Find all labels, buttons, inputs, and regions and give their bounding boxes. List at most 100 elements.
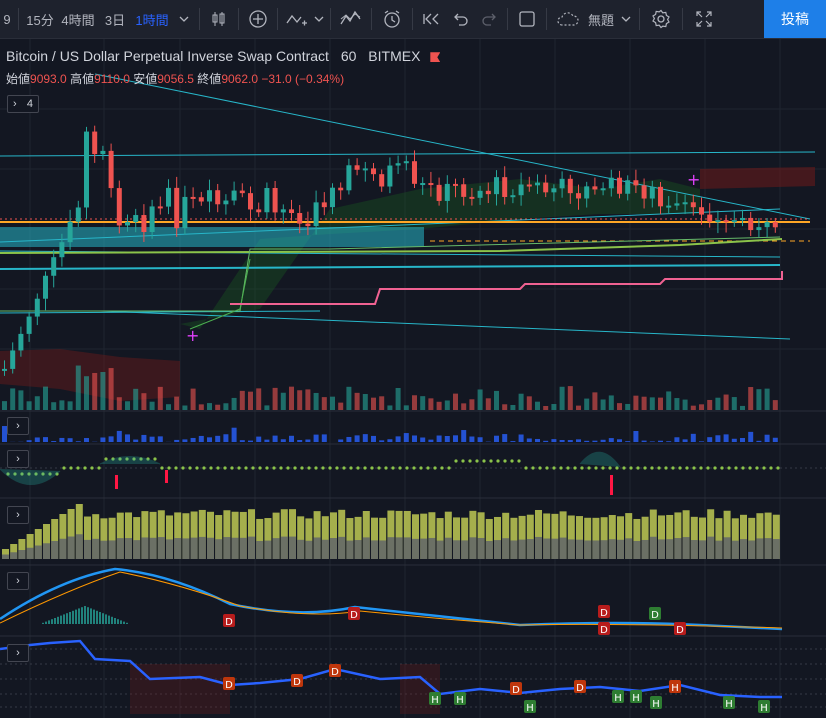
fullscreen-icon[interactable] xyxy=(687,0,721,38)
divider xyxy=(639,8,640,30)
signal-dot xyxy=(475,459,479,463)
signal-dot xyxy=(461,459,465,463)
pane2-toggle[interactable]: › xyxy=(7,450,29,468)
chevron-down-icon[interactable] xyxy=(173,0,195,38)
plus-circle-icon[interactable] xyxy=(243,0,273,38)
pane3-bar-base xyxy=(469,537,477,559)
candle-body xyxy=(330,187,335,208)
volume-bar xyxy=(215,404,221,410)
signal-dot xyxy=(608,466,612,470)
interval-4h[interactable]: 4時間 xyxy=(61,12,95,28)
signal-dot xyxy=(111,457,115,461)
pane3-bar xyxy=(34,529,42,559)
interval-3d[interactable]: 3日 xyxy=(104,12,126,28)
pane1-bar xyxy=(666,441,672,442)
signal-dot xyxy=(678,466,682,470)
candles-icon[interactable] xyxy=(204,0,234,38)
signal-dot xyxy=(748,466,752,470)
trend-line xyxy=(0,310,321,314)
signal-dot xyxy=(727,466,731,470)
divergence-d-text: D xyxy=(293,677,301,688)
pane3-bar-base xyxy=(116,538,124,559)
chevron-down-icon[interactable] xyxy=(617,0,635,38)
symbol-legend[interactable]: Bitcoin / US Dollar Perpetual Inverse Sw… xyxy=(6,48,441,64)
indicator-count: 4 xyxy=(26,98,33,110)
signal-dot xyxy=(447,466,451,470)
pane1-bar xyxy=(617,439,622,442)
rsi-zone xyxy=(130,664,230,714)
signal-dot xyxy=(594,466,598,470)
candle-body xyxy=(592,186,598,190)
template-name[interactable]: 無題 xyxy=(587,12,614,28)
exchange-label: BITMEX xyxy=(368,48,421,64)
undo-icon[interactable] xyxy=(447,0,475,38)
pane3-bar xyxy=(477,512,485,559)
candle-body xyxy=(699,207,704,215)
signal-dot xyxy=(426,466,430,470)
redo-icon[interactable] xyxy=(475,0,503,38)
candle-body xyxy=(2,368,7,371)
trend-line xyxy=(94,73,811,220)
volume-bar xyxy=(436,401,442,410)
divergence-h-text: H xyxy=(652,699,660,710)
candle-body xyxy=(551,188,557,193)
pane3-bar-base xyxy=(231,537,239,559)
pane4-toggle[interactable]: › xyxy=(7,572,29,590)
signal-dot xyxy=(230,466,234,470)
alert-icon[interactable] xyxy=(376,0,408,38)
pane3-bar xyxy=(330,512,337,559)
symbol-search-partial[interactable]: 9 xyxy=(3,11,11,27)
pane3-bar xyxy=(444,511,452,559)
pane1-toggle[interactable]: › xyxy=(7,417,29,435)
volume-bar xyxy=(289,386,294,410)
post-button[interactable]: 投稿 xyxy=(764,0,826,38)
volume-bar xyxy=(207,403,212,410)
divider xyxy=(682,8,683,30)
signal-line xyxy=(0,571,783,629)
flag-icon[interactable] xyxy=(430,52,441,63)
pane3-toggle[interactable]: › xyxy=(7,506,29,524)
cloud-icon[interactable] xyxy=(551,0,585,38)
signal-dot xyxy=(286,466,290,470)
chevron-down-icon[interactable] xyxy=(312,0,326,38)
pane3-bar-base xyxy=(174,538,182,559)
signal-dot xyxy=(692,466,696,470)
candle-body xyxy=(526,184,532,187)
candle-body xyxy=(764,222,770,228)
pane5-toggle[interactable]: › xyxy=(7,644,29,662)
ichimoku-cloud xyxy=(0,349,180,401)
interval-15m[interactable]: 15分 xyxy=(26,12,54,28)
pane3-bar xyxy=(10,544,18,559)
trend-line xyxy=(0,151,816,157)
signal-dot xyxy=(328,466,332,470)
pane3-bar-base xyxy=(772,539,780,559)
signal-dot xyxy=(489,459,493,463)
pane3-bar-base xyxy=(297,539,305,559)
pane3-bar xyxy=(182,513,190,559)
square-icon[interactable] xyxy=(512,0,542,38)
pane1-bar xyxy=(740,437,745,442)
gear-icon[interactable] xyxy=(644,0,678,38)
fx-icon[interactable] xyxy=(335,0,367,38)
chart-canvas[interactable]: ++DD DD DDD DDD D HH HHH HH H H xyxy=(0,39,826,718)
divergence-d-text: D xyxy=(512,685,520,696)
pane3-bar xyxy=(43,524,50,559)
candle-body xyxy=(346,165,352,191)
candle-body xyxy=(740,217,745,221)
indicators-toggle[interactable]: › 4 xyxy=(7,95,39,113)
pane3-bar-base xyxy=(617,539,624,559)
pane1-bar xyxy=(59,437,65,442)
pane3-bar-base xyxy=(592,540,600,559)
pane3-bar xyxy=(559,511,567,559)
chevron-right-icon: › xyxy=(13,98,17,110)
interval-1h[interactable]: 1時間 xyxy=(135,12,169,28)
replay-icon[interactable] xyxy=(417,0,447,38)
indicator-icon[interactable] xyxy=(282,0,312,38)
pane1-bar xyxy=(682,439,688,442)
signal-dot xyxy=(587,466,591,470)
volume-bar xyxy=(395,387,401,410)
volume-bar xyxy=(567,386,573,410)
pane3-bar xyxy=(682,510,690,559)
candle-body xyxy=(502,177,508,197)
candle-body xyxy=(690,202,696,208)
